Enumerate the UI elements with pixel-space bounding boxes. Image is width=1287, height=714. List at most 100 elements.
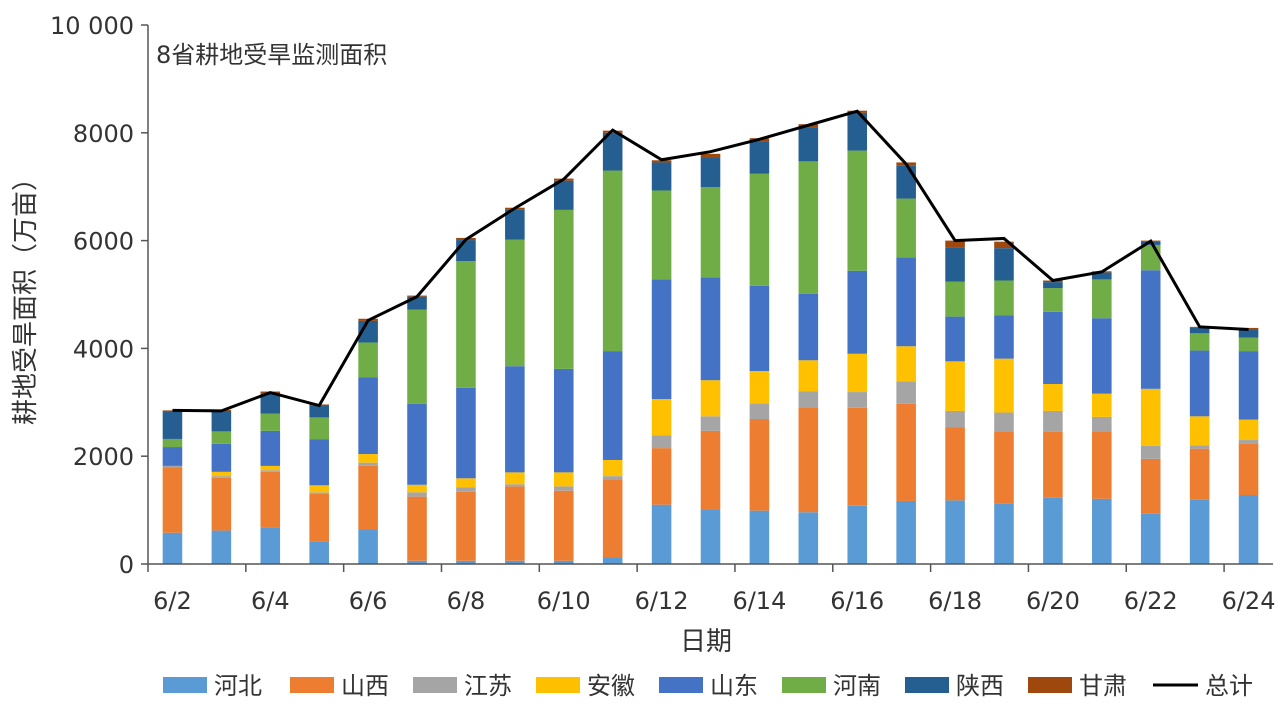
bar-segment-6/8-江苏: [456, 487, 476, 492]
x-tick-label: 6/20: [1026, 587, 1080, 615]
bar-segment-6/15-河南: [798, 161, 819, 294]
bar-segment-6/19-河北: [994, 503, 1014, 564]
bar-segment-6/15-陕西: [798, 127, 819, 162]
bar-segment-6/12-山东: [651, 279, 672, 400]
bar-segment-6/3-河北: [211, 530, 232, 564]
bar-segment-6/14-河南: [749, 173, 770, 286]
bar-segment-6/12-陕西: [651, 162, 672, 191]
legend: 河北 山西 江苏 安徽 山东 河南 陕西 甘肃 总计: [163, 672, 1253, 700]
bar-segment-6/16-河北: [847, 505, 868, 564]
bar-segment-6/24-江苏: [1238, 440, 1259, 444]
bar-segment-6/5-山东: [309, 439, 329, 486]
bar-segment-6/13-河南: [700, 187, 721, 278]
chart-title: 8省耕地受旱监测面积: [156, 41, 387, 69]
bar-segment-6/15-山东: [798, 293, 819, 361]
x-tick-label: 6/2: [153, 587, 192, 615]
x-tick-label: 6/4: [251, 587, 290, 615]
bar-segment-6/7-山西: [407, 496, 427, 561]
bar-segment-6/14-山西: [749, 419, 770, 511]
bar-segment-6/17-山西: [896, 403, 916, 501]
legend-label-甘肃: 甘肃: [1079, 672, 1127, 700]
bar-segment-6/14-山东: [749, 285, 770, 372]
bar-segment-6/23-河南: [1189, 333, 1210, 351]
bar-segment-6/21-江苏: [1092, 416, 1112, 432]
x-axis-title: 日期: [680, 627, 732, 657]
legend-swatch-江苏: [413, 677, 457, 693]
bar-segment-6/10-安徽: [553, 472, 574, 487]
bar-segment-6/4-山西: [260, 471, 281, 528]
bar-segment-6/18-河北: [945, 500, 965, 564]
bar-segment-6/24-安徽: [1238, 419, 1259, 441]
bar-segment-6/18-江苏: [945, 410, 965, 428]
bar-segment-6/17-河北: [896, 500, 916, 564]
bar-segment-6/23-陕西: [1189, 327, 1210, 334]
bar-segment-6/4-河北: [260, 527, 281, 564]
legend-swatch-安徽: [536, 677, 580, 693]
total-line: [172, 109, 1249, 413]
bar-segment-6/18-安徽: [945, 361, 965, 411]
bar-segment-6/8-河北: [456, 560, 476, 564]
bar-segment-6/20-山西: [1043, 431, 1063, 498]
legend-swatch-河南: [782, 677, 826, 693]
bar-segment-6/4-河南: [260, 413, 281, 431]
bar-segment-6/23-山西: [1189, 448, 1210, 500]
bar-segment-6/21-河南: [1092, 279, 1112, 319]
bar-segment-6/4-陕西: [260, 393, 281, 414]
bar-segment-6/7-河北: [407, 560, 427, 564]
bar-segment-6/15-河北: [798, 512, 819, 564]
bar-segment-6/2-山西: [162, 467, 183, 533]
bar-segment-6/21-山东: [1092, 318, 1112, 394]
bar-segment-6/3-山西: [211, 477, 232, 531]
bar-segment-6/7-河南: [407, 309, 427, 404]
bar-segment-6/19-山东: [994, 315, 1014, 359]
bar-segment-6/3-江苏: [211, 476, 232, 478]
x-tick-label: 6/6: [349, 587, 388, 615]
bar-segment-6/18-河南: [945, 281, 965, 317]
bar-segment-6/13-安徽: [700, 380, 721, 417]
bar-segment-6/2-山东: [162, 447, 183, 466]
y-tick-label: 8000: [73, 120, 134, 148]
bar-segment-6/3-山东: [211, 443, 232, 472]
bar-segment-6/5-江苏: [309, 492, 329, 494]
bar-segment-6/20-陕西: [1043, 282, 1063, 289]
bar-segment-6/12-山西: [651, 448, 672, 505]
legend-label-河北: 河北: [214, 672, 262, 700]
bar-segment-6/8-安徽: [456, 478, 476, 488]
bar-segment-6/10-河南: [553, 209, 574, 369]
bar-segment-6/16-安徽: [847, 353, 868, 393]
x-tick-label: 6/22: [1124, 587, 1178, 615]
bar-segment-6/2-河北: [162, 532, 183, 564]
bar-segment-6/10-山东: [553, 368, 574, 473]
x-tick-label: 6/24: [1222, 587, 1276, 615]
x-tick-label: 6/14: [732, 587, 786, 615]
bar-segment-6/11-河北: [602, 557, 623, 564]
bar-segment-6/2-河南: [162, 438, 183, 448]
bar-segment-6/11-河南: [602, 170, 623, 352]
bar-segment-6/4-安徽: [260, 465, 281, 471]
bar-segment-6/15-山西: [798, 407, 819, 513]
bar-segment-6/10-河北: [553, 560, 574, 564]
bar-segment-6/17-安徽: [896, 346, 916, 382]
bar-segment-6/17-山东: [896, 257, 916, 347]
bar-segment-6/18-甘肃: [945, 240, 965, 248]
bar-segment-6/19-山西: [994, 431, 1014, 504]
bar-segment-6/20-河北: [1043, 497, 1063, 564]
bar-segment-6/19-河南: [994, 280, 1014, 316]
bar-segment-6/13-陕西: [700, 157, 721, 188]
bar-segment-6/13-河北: [700, 509, 721, 564]
bar-segment-6/11-山东: [602, 351, 623, 460]
bar-segment-6/17-河南: [896, 198, 916, 258]
bar-segment-6/16-陕西: [847, 112, 868, 151]
bar-segment-6/9-山东: [505, 366, 525, 473]
bar-segment-6/21-安徽: [1092, 393, 1112, 417]
bar-segment-6/5-安徽: [309, 485, 329, 493]
bar-segment-6/22-安徽: [1140, 388, 1161, 446]
bar-segment-6/17-江苏: [896, 381, 916, 404]
bar-segment-6/19-陕西: [994, 248, 1014, 281]
bar-segment-6/5-陕西: [309, 405, 329, 418]
bar-segment-6/6-江苏: [358, 462, 378, 466]
bar-segment-6/10-江苏: [553, 486, 574, 491]
bar-segment-6/20-河南: [1043, 288, 1063, 312]
